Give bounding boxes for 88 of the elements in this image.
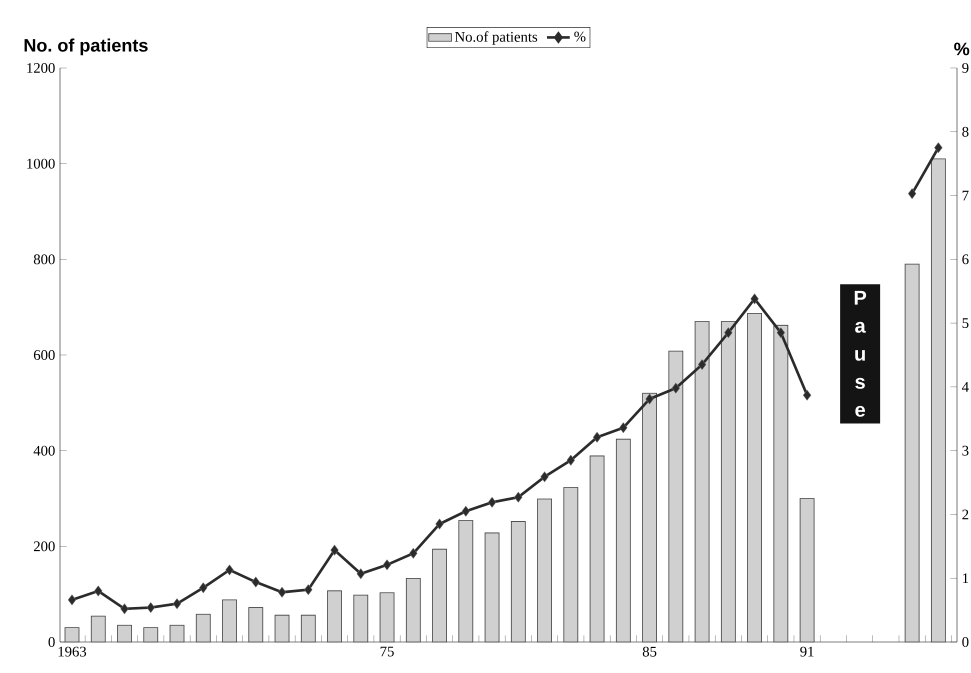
point: [356, 568, 365, 580]
point: [488, 496, 496, 508]
x-tick-label: 1963: [58, 646, 86, 657]
point: [252, 576, 260, 588]
bar: [170, 624, 184, 642]
point: [304, 584, 312, 596]
y-tick-label: 200: [34, 541, 55, 552]
legend-label: No.of patients: [455, 31, 538, 45]
y2-tick-label: 2: [962, 510, 968, 520]
bar: [274, 614, 290, 642]
bar: [432, 548, 447, 642]
point: [225, 564, 234, 576]
y-tick-label: 800: [34, 254, 55, 264]
point: [462, 506, 470, 517]
bar: [300, 614, 316, 642]
y-tick-label: 400: [34, 446, 55, 456]
bar: [248, 607, 264, 642]
bar: [930, 158, 946, 642]
bar: [773, 324, 788, 642]
point: [750, 294, 759, 304]
point: [698, 359, 706, 370]
y-tick-label: 0: [48, 637, 55, 647]
point: [776, 327, 785, 338]
point: [803, 390, 812, 401]
bar: [616, 438, 631, 642]
y2-tick-label: 4: [962, 382, 969, 392]
annotation: Pause: [854, 290, 866, 417]
y-tick-label: 600: [34, 350, 55, 360]
y-tick-label: 1200: [27, 63, 55, 73]
point: [619, 422, 628, 434]
bar: [747, 312, 762, 642]
point: [672, 382, 680, 394]
x-tick-label: 91: [800, 646, 814, 657]
bar: [143, 627, 158, 642]
bar: [800, 498, 814, 642]
bar: [406, 578, 421, 642]
y-axis-title: No. of patients: [24, 38, 148, 56]
point: [330, 544, 339, 556]
point: [724, 327, 732, 338]
bar: [380, 592, 394, 642]
bar: [904, 264, 920, 642]
bar: [694, 321, 710, 642]
bar: [117, 624, 132, 642]
bar: [563, 487, 578, 642]
legend-label: %: [574, 32, 586, 42]
bar: [537, 498, 552, 642]
point: [566, 454, 575, 466]
y2-tick-label: 5: [962, 318, 968, 328]
point: [278, 586, 286, 598]
bar: [353, 594, 368, 642]
y2-tick-label: 3: [962, 446, 968, 456]
y2-tick-label: 7: [962, 190, 969, 200]
y2-axis-title: %: [954, 42, 970, 56]
bar: [90, 616, 106, 642]
bar: [222, 599, 237, 642]
y2-tick-label: 0: [962, 637, 968, 647]
point: [409, 548, 418, 559]
y2-tick-label: 6: [962, 254, 969, 264]
point: [908, 188, 916, 199]
point: [646, 394, 654, 404]
bar: [196, 614, 211, 642]
y2-tick-label: 8: [962, 126, 968, 137]
y2-tick-label: 9: [962, 63, 968, 73]
point: [199, 582, 208, 594]
bar: [458, 520, 474, 642]
x-tick-label: 75: [380, 646, 394, 656]
x-tick-label: 85: [642, 646, 656, 657]
y2-tick-label: 1: [963, 573, 968, 584]
bar: [327, 590, 342, 642]
point: [593, 432, 602, 443]
point: [172, 598, 182, 610]
point: [514, 492, 522, 503]
point: [146, 602, 155, 613]
bar: [590, 456, 604, 642]
point: [435, 518, 444, 530]
bar: [668, 350, 684, 642]
bar: [642, 392, 657, 642]
bar: [64, 627, 80, 642]
bar: [720, 321, 736, 642]
bar: [510, 521, 526, 642]
point: [382, 559, 392, 570]
point: [540, 471, 549, 482]
point: [934, 142, 942, 154]
bar: [484, 532, 500, 642]
y-tick-label: 1000: [27, 158, 55, 169]
point: [120, 603, 129, 614]
point: [94, 586, 102, 596]
point: [68, 594, 76, 606]
